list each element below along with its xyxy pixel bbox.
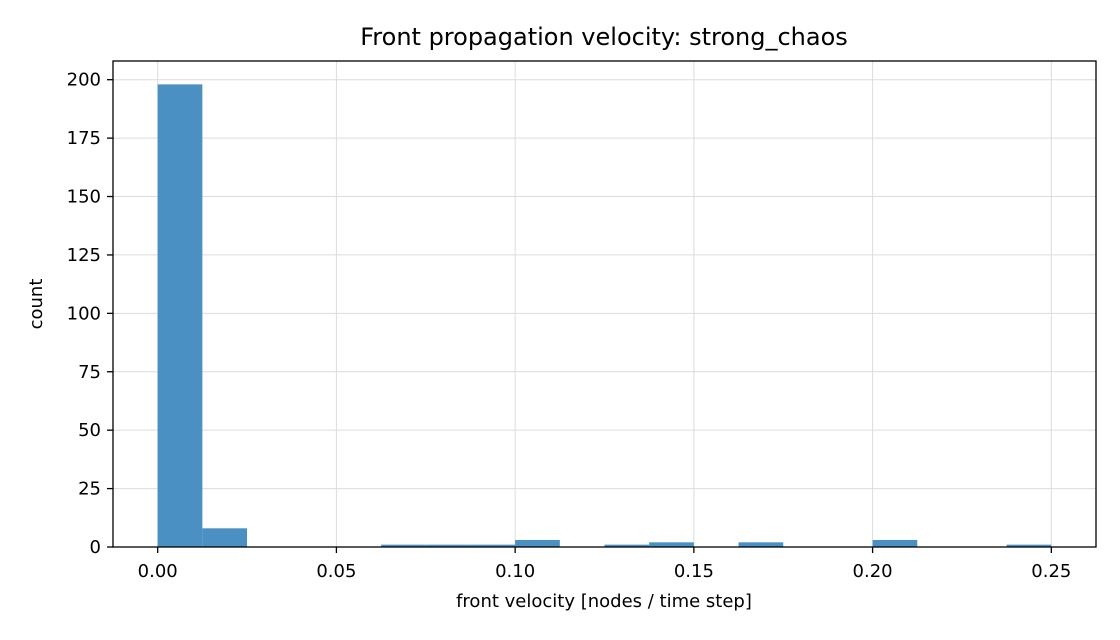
y-axis-label: count xyxy=(26,279,47,330)
histogram-bar xyxy=(1006,544,1052,547)
x-axis-ticks: 0.00 0.05 0.10 0.15 0.20 0.25 xyxy=(138,547,1071,582)
x-tick-label: 0.25 xyxy=(1031,561,1071,582)
y-tick-label: 75 xyxy=(78,362,101,383)
y-tick-label: 175 xyxy=(67,128,101,149)
histogram-bar xyxy=(202,528,248,547)
plot-frame xyxy=(112,60,1097,548)
x-axis-label: front velocity [nodes / time step] xyxy=(456,591,752,612)
histogram-bar xyxy=(872,539,918,547)
x-tick-label: 0.05 xyxy=(316,561,356,582)
chart-title: Front propagation velocity: strong_chaos xyxy=(360,23,848,51)
y-tick-label: 100 xyxy=(67,303,101,324)
bars xyxy=(157,84,1052,547)
histogram-bar xyxy=(381,544,426,547)
y-tick-label: 0 xyxy=(90,537,101,558)
x-tick-label: 0.20 xyxy=(853,561,893,582)
x-tick-label: 0.10 xyxy=(495,561,535,582)
grid xyxy=(113,61,1096,548)
histogram-bar xyxy=(649,542,694,547)
y-tick-label: 125 xyxy=(67,245,101,266)
histogram-bar xyxy=(425,544,471,547)
y-tick-label: 200 xyxy=(67,70,101,91)
histogram-bar xyxy=(470,544,516,547)
y-tick-label: 150 xyxy=(67,187,101,208)
y-tick-label: 25 xyxy=(78,479,101,500)
histogram-bar xyxy=(157,84,203,547)
histogram-bar xyxy=(738,542,784,547)
histogram-bar xyxy=(604,544,650,547)
y-axis-ticks: 0 25 50 75 100 125 150 175 200 xyxy=(67,70,113,558)
histogram-bar xyxy=(515,539,560,547)
x-tick-label: 0.15 xyxy=(674,561,714,582)
y-tick-label: 50 xyxy=(78,420,101,441)
x-tick-label: 0.00 xyxy=(138,561,178,582)
